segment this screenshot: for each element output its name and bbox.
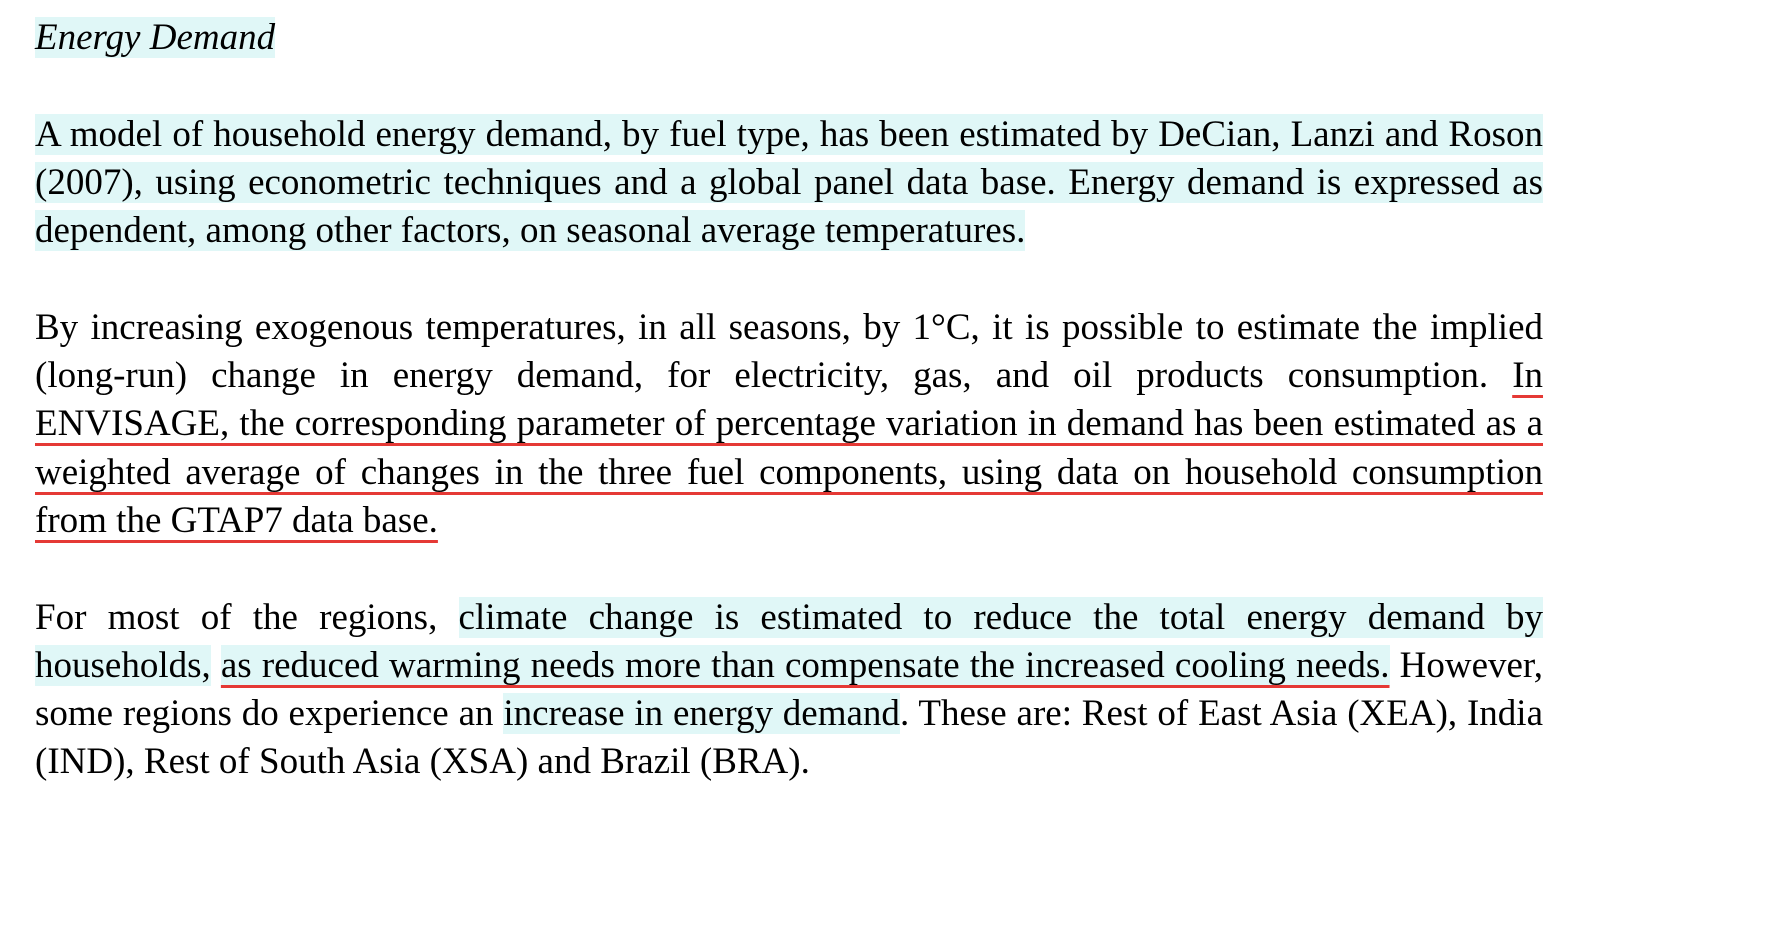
p3-text-regions: . These are: Rest of East Asia (XEA), In… xyxy=(35,693,1544,783)
paragraph-1: A model of household energy demand, by f… xyxy=(35,111,1543,256)
paragraph-2: By increasing exogenous temperatures, in… xyxy=(35,304,1543,545)
p3-highlight-underlined: as reduced warming needs more than compe… xyxy=(220,644,1390,686)
p3-text-however: However, some regions do experience an xyxy=(35,644,1544,735)
p3-text-lead: For most of the regions, xyxy=(35,596,438,638)
p2-text: By increasing exogenous temperatures, in… xyxy=(35,306,1543,397)
p2-underlined: In ENVISAGE, the corresponding parameter… xyxy=(35,355,1544,541)
p1-highlight: A model of household energy demand, by f… xyxy=(35,113,1543,252)
paragraph-3: For most of the regions, climate change … xyxy=(35,594,1544,787)
section-heading: Energy Demand xyxy=(35,14,1543,62)
p3-highlight-increase: increase in energy demand xyxy=(503,693,900,735)
document-body: Energy Demand A model of household energ… xyxy=(35,14,1544,787)
heading-highlight: Energy Demand xyxy=(35,17,276,58)
